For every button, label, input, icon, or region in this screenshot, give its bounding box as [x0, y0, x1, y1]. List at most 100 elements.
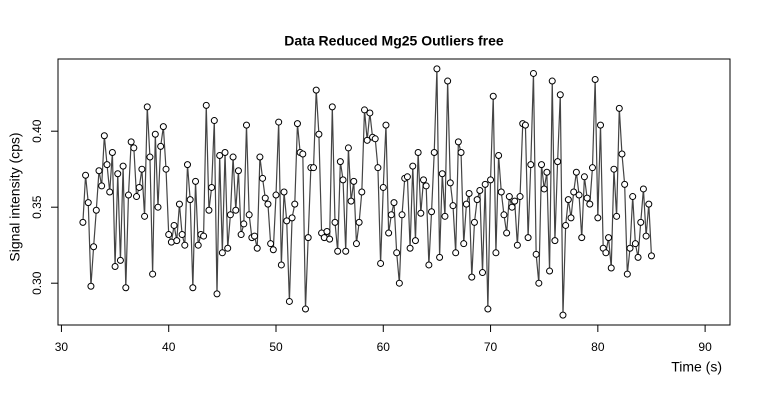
data-point	[344, 144, 352, 152]
data-point	[642, 232, 650, 240]
data-point	[186, 196, 194, 204]
data-point	[122, 284, 130, 292]
data-point	[221, 148, 229, 156]
x-tick-label: 60	[377, 340, 391, 354]
data-point	[261, 194, 269, 202]
chart-title: Data Reduced Mg25 Outliers free	[284, 33, 504, 49]
data-point	[500, 211, 508, 219]
data-point	[436, 253, 444, 261]
data-point	[299, 150, 307, 158]
data-point	[116, 256, 124, 264]
data-point	[556, 91, 564, 99]
data-point	[133, 193, 141, 201]
data-point	[559, 311, 567, 319]
data-point	[562, 221, 570, 229]
data-point	[194, 241, 202, 249]
data-point	[285, 297, 293, 305]
data-point	[521, 121, 529, 129]
data-point	[422, 182, 430, 190]
data-point	[200, 232, 208, 240]
data-point	[208, 183, 216, 191]
data-point	[291, 200, 299, 208]
data-point	[360, 106, 368, 114]
data-point	[411, 237, 419, 245]
data-point	[398, 211, 406, 219]
data-point	[508, 203, 516, 211]
data-point	[626, 244, 634, 252]
data-point	[465, 190, 473, 198]
data-point	[387, 211, 395, 219]
data-point	[645, 200, 653, 208]
data-point	[256, 153, 264, 161]
data-point	[275, 118, 283, 126]
data-point	[173, 237, 181, 245]
data-point	[269, 246, 277, 254]
data-point	[146, 153, 154, 161]
data-point	[90, 243, 98, 251]
data-point	[428, 208, 436, 216]
data-point	[280, 188, 288, 196]
x-tick-label: 50	[269, 340, 283, 354]
data-point	[82, 171, 90, 179]
y-tick-label: 0.30	[30, 271, 44, 295]
data-point	[342, 247, 350, 255]
data-point	[468, 273, 476, 281]
y-tick-label: 0.40	[30, 119, 44, 143]
data-point	[583, 194, 591, 202]
data-point	[310, 164, 318, 172]
data-point	[610, 165, 618, 173]
data-point	[328, 103, 336, 111]
data-point	[124, 191, 132, 199]
data-point	[575, 191, 583, 199]
data-point	[516, 193, 524, 201]
data-point	[444, 77, 452, 85]
data-point	[127, 138, 135, 146]
data-point	[615, 104, 623, 112]
data-point	[414, 148, 422, 156]
data-point	[433, 65, 441, 73]
data-point	[183, 161, 191, 169]
data-point	[135, 183, 143, 191]
data-point	[470, 218, 478, 226]
x-axis-label: Time (s)	[671, 359, 722, 375]
data-point	[213, 290, 221, 298]
data-point	[591, 76, 599, 84]
data-point	[564, 196, 572, 204]
data-point	[409, 162, 417, 170]
data-point	[251, 232, 259, 240]
data-point	[259, 174, 267, 182]
data-point	[339, 176, 347, 184]
data-point	[253, 244, 261, 252]
x-tick-label: 70	[484, 340, 498, 354]
data-point	[157, 142, 165, 150]
data-point	[331, 218, 339, 226]
data-point	[336, 158, 344, 166]
data-point	[476, 186, 484, 194]
x-tick-label: 90	[698, 340, 712, 354]
data-point	[524, 234, 532, 242]
data-point	[393, 249, 401, 257]
data-point	[567, 214, 575, 222]
data-point	[143, 103, 151, 111]
data-point	[288, 214, 296, 222]
data-point	[371, 135, 379, 143]
data-point	[495, 152, 503, 160]
data-point	[218, 249, 226, 257]
data-point	[240, 220, 248, 228]
data-point	[631, 240, 639, 248]
data-line	[82, 68, 653, 316]
data-point	[449, 202, 457, 210]
data-point	[272, 191, 280, 199]
data-point	[570, 188, 578, 196]
data-point	[363, 136, 371, 144]
data-point	[175, 200, 183, 208]
data-point	[623, 270, 631, 278]
data-point	[224, 244, 232, 252]
data-point	[554, 158, 562, 166]
data-point	[323, 228, 331, 236]
data-point	[487, 176, 495, 184]
data-point	[406, 244, 414, 252]
data-point	[441, 212, 449, 220]
data-point	[572, 168, 580, 176]
